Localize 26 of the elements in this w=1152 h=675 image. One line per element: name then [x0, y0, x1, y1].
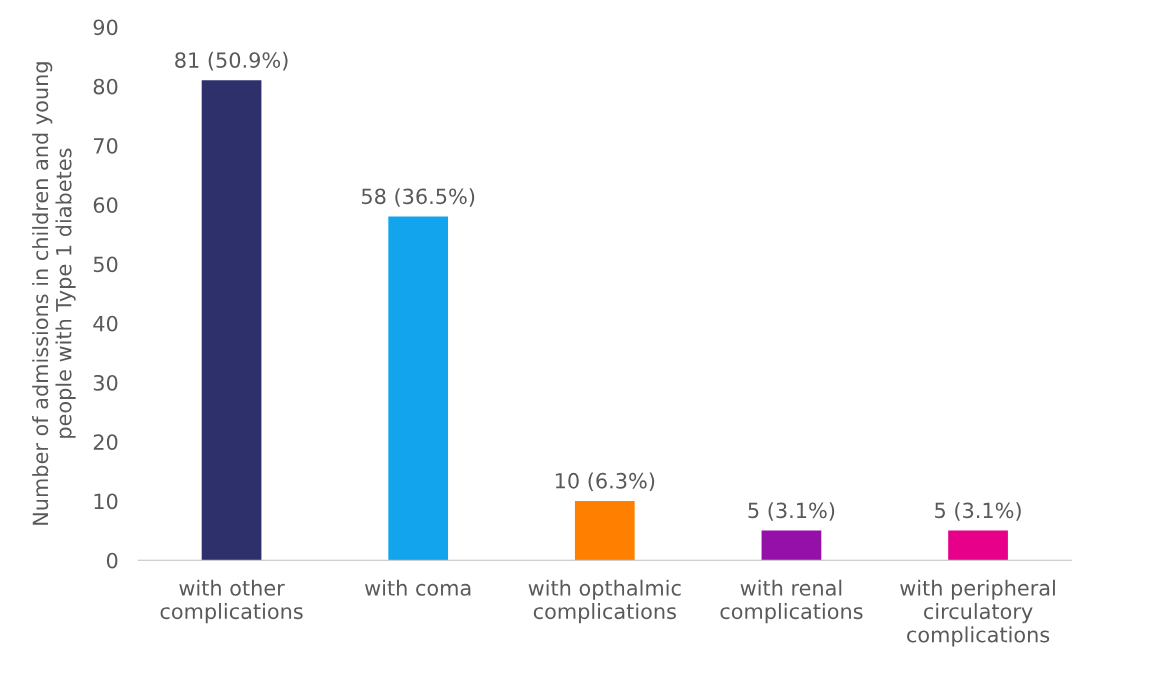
data-label: 58 (36.5%)	[362, 188, 475, 207]
y-tick-label: 0	[106, 552, 118, 569]
y-tick-label: 80	[93, 78, 118, 95]
bar	[388, 216, 449, 561]
x-tick-label: with peripheral circulatory complications	[900, 579, 1055, 647]
bar	[201, 80, 262, 561]
x-tick-label: with coma	[365, 579, 471, 596]
bar	[761, 530, 822, 561]
data-label: 5 (3.1%)	[935, 502, 1021, 521]
x-tick-label: with renal complications	[720, 579, 863, 624]
data-label: 10 (6.3%)	[555, 472, 655, 492]
data-label: 81 (50.9%)	[175, 51, 288, 71]
y-tick-label: 40	[93, 315, 118, 332]
y-tick-label: 70	[93, 137, 118, 154]
x-tick-label: with other complications	[160, 579, 303, 624]
y-tick-label: 60	[93, 197, 118, 213]
y-axis-title: Number of admissions in children and young people with Type 1 diabetes	[32, 62, 76, 525]
y-tick-label: 50	[93, 256, 118, 273]
y-tick-label: 30	[93, 374, 118, 391]
y-tick-label: 20	[93, 434, 118, 450]
bar	[574, 501, 635, 561]
bar	[948, 530, 1008, 561]
data-label: 5 (3.1%)	[748, 502, 835, 521]
x-tick-label: with opthalmic complications	[528, 579, 681, 624]
y-tick-label: 10	[94, 493, 118, 510]
y-tick-label: 90	[93, 19, 118, 36]
